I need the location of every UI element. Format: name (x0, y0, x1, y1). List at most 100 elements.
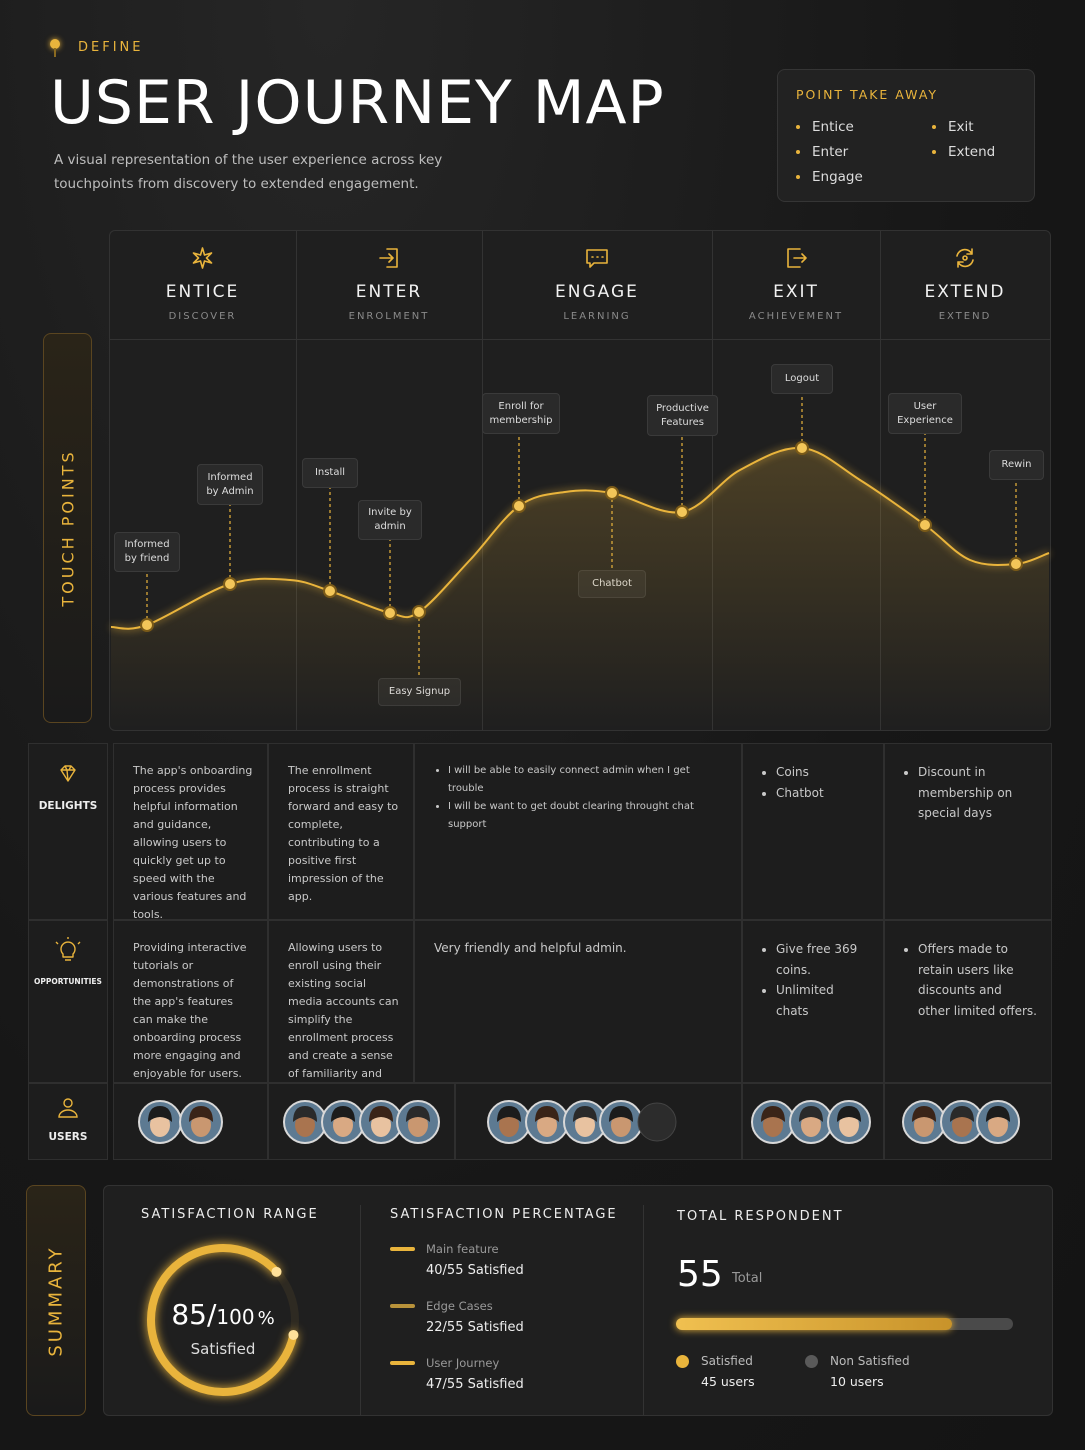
legend-dot (676, 1355, 689, 1368)
touch-points-label: TOUCH POINTS (58, 449, 77, 607)
cell-list: Give free 369 coins.Unlimited chats (762, 939, 869, 1021)
table-cell: The app's onboarding process provides he… (113, 743, 268, 921)
cell-text: The app's onboarding process provides he… (133, 764, 253, 921)
legend-name: Non Satisfied (830, 1354, 910, 1368)
column-divider (880, 231, 881, 730)
takeaway-list: Entice Enter Engage Exit Extend (796, 114, 1032, 189)
cell-item: I will be want to get doubt clearing thr… (448, 798, 727, 834)
column-divider (482, 231, 483, 730)
touch-point-label: Install (302, 458, 358, 488)
cell-text: Providing interactive tutorials or demon… (133, 941, 247, 1080)
legend-name: Satisfied (701, 1354, 753, 1368)
table-cell: Discount in membership on special days (884, 743, 1052, 920)
table-cell: CoinsChatbot (742, 743, 884, 920)
range-caption: Satisfied (190, 1340, 256, 1358)
touch-point-label: Enroll for membership (482, 393, 560, 434)
takeaway-item: Entice (796, 114, 932, 139)
percentage-result: 22/55 Satisfied (426, 1320, 524, 1335)
stage-sub: ENROLMENT (348, 311, 430, 322)
stage-sub: DISCOVER (168, 311, 237, 322)
percentage-result: 40/55 Satisfied (426, 1263, 524, 1278)
respondent-total: 55 (677, 1254, 723, 1295)
table-cell (455, 1083, 742, 1160)
pin-stem (54, 48, 56, 57)
touch-point-label: Easy Signup (378, 678, 461, 706)
stage-name: ENTER (355, 282, 423, 302)
cell-item: Discount in membership on special days (918, 762, 1037, 824)
table-cell (884, 1083, 1052, 1160)
cell-item: Offers made to retain users like discoun… (918, 939, 1037, 1021)
row-label: DELIGHTS (38, 800, 98, 812)
stage-name: ENTICE (165, 282, 240, 302)
percentage-name: User Journey (426, 1356, 500, 1370)
stage-sub: LEARNING (563, 311, 631, 322)
separator: / (206, 1298, 217, 1331)
header-divider (110, 339, 1050, 340)
cell-item: Give free 369 coins. (776, 939, 869, 980)
bullet (796, 174, 800, 179)
touch-points-label-box: TOUCH POINTS (43, 333, 92, 723)
table-cell: Providing interactive tutorials or demon… (113, 920, 268, 1083)
touch-point-label: Productive Features (647, 395, 718, 436)
summary-divider (360, 1205, 361, 1415)
cell-item: Unlimited chats (776, 980, 869, 1021)
max: 100 (216, 1305, 255, 1329)
table-cell: I will be able to easily connect admin w… (414, 743, 742, 920)
table-cell: Give free 369 coins.Unlimited chats (742, 920, 884, 1083)
row-label-cell (28, 1083, 108, 1160)
table-cell (268, 1083, 455, 1160)
respondent-bar (676, 1318, 952, 1330)
pin (50, 39, 60, 49)
table-cell: Allowing users to enroll using their exi… (268, 920, 414, 1098)
table-cell (742, 1083, 884, 1160)
touch-point-label: Logout (771, 364, 833, 394)
summary-label: SUMMARY (45, 1244, 67, 1357)
touch-point-label: Informed by Admin (197, 464, 263, 505)
stage-name: EXIT (773, 282, 819, 302)
title: USER JOURNEY MAP (50, 68, 665, 138)
table-cell (113, 1083, 268, 1160)
legend-dot (805, 1355, 818, 1368)
cell-list: Offers made to retain users like discoun… (904, 939, 1037, 1021)
takeaway-text: Exit (948, 118, 974, 135)
cell-item: Coins (776, 762, 869, 783)
stage-name: ENGAGE (555, 282, 639, 302)
description: A visual representation of the user expe… (54, 152, 443, 192)
touch-point-label: User Experience (888, 393, 962, 434)
column-divider (712, 231, 713, 730)
percentage-swatch (390, 1247, 415, 1251)
bullet (796, 124, 800, 129)
cell-text: Allowing users to enroll using their exi… (288, 941, 399, 1098)
touch-point-label: Rewin (989, 450, 1044, 480)
cell-list: Discount in membership on special days (904, 762, 1037, 824)
more-count: +3 (646, 1113, 668, 1129)
legend-count: 10 users (830, 1374, 884, 1389)
takeaway-title: POINT TAKE AWAY (796, 87, 939, 102)
table-cell: The enrollment process is straight forwa… (268, 743, 414, 920)
summary-divider (643, 1205, 644, 1415)
takeaway-item: Extend (932, 139, 1032, 164)
respondent-title: TOTAL RESPONDENT (677, 1209, 844, 1224)
takeaway-text: Engage (812, 168, 863, 185)
unit: % (257, 1308, 275, 1329)
cell-list: CoinsChatbot (762, 762, 869, 803)
takeaway-text: Enter (812, 143, 849, 160)
cell-item: Chatbot (776, 783, 869, 804)
touch-point-label: Invite by admin (358, 500, 422, 540)
table-cell: Very friendly and helpful admin. (414, 920, 742, 1083)
takeaway-item: Enter (796, 139, 932, 164)
row-label-cell (28, 743, 108, 920)
cell-text: The enrollment process is straight forwa… (288, 764, 399, 903)
takeaway-item: Exit (932, 114, 1032, 139)
summary-label-box: SUMMARY (26, 1185, 86, 1416)
touch-point-label: Informed by friend (114, 532, 180, 572)
cell-item: I will be able to easily connect admin w… (448, 762, 727, 798)
respondent-total-label: Total (732, 1271, 763, 1286)
table-cell: Offers made to retain users like discoun… (884, 920, 1052, 1083)
score: 85 (171, 1298, 207, 1331)
touch-point-label: Chatbot (578, 570, 646, 598)
takeaway-text: Extend (948, 143, 996, 160)
percentage-name: Main feature (426, 1242, 499, 1256)
stage-sub: ACHIEVEMENT (748, 311, 844, 322)
percentage-name: Edge Cases (426, 1299, 493, 1313)
